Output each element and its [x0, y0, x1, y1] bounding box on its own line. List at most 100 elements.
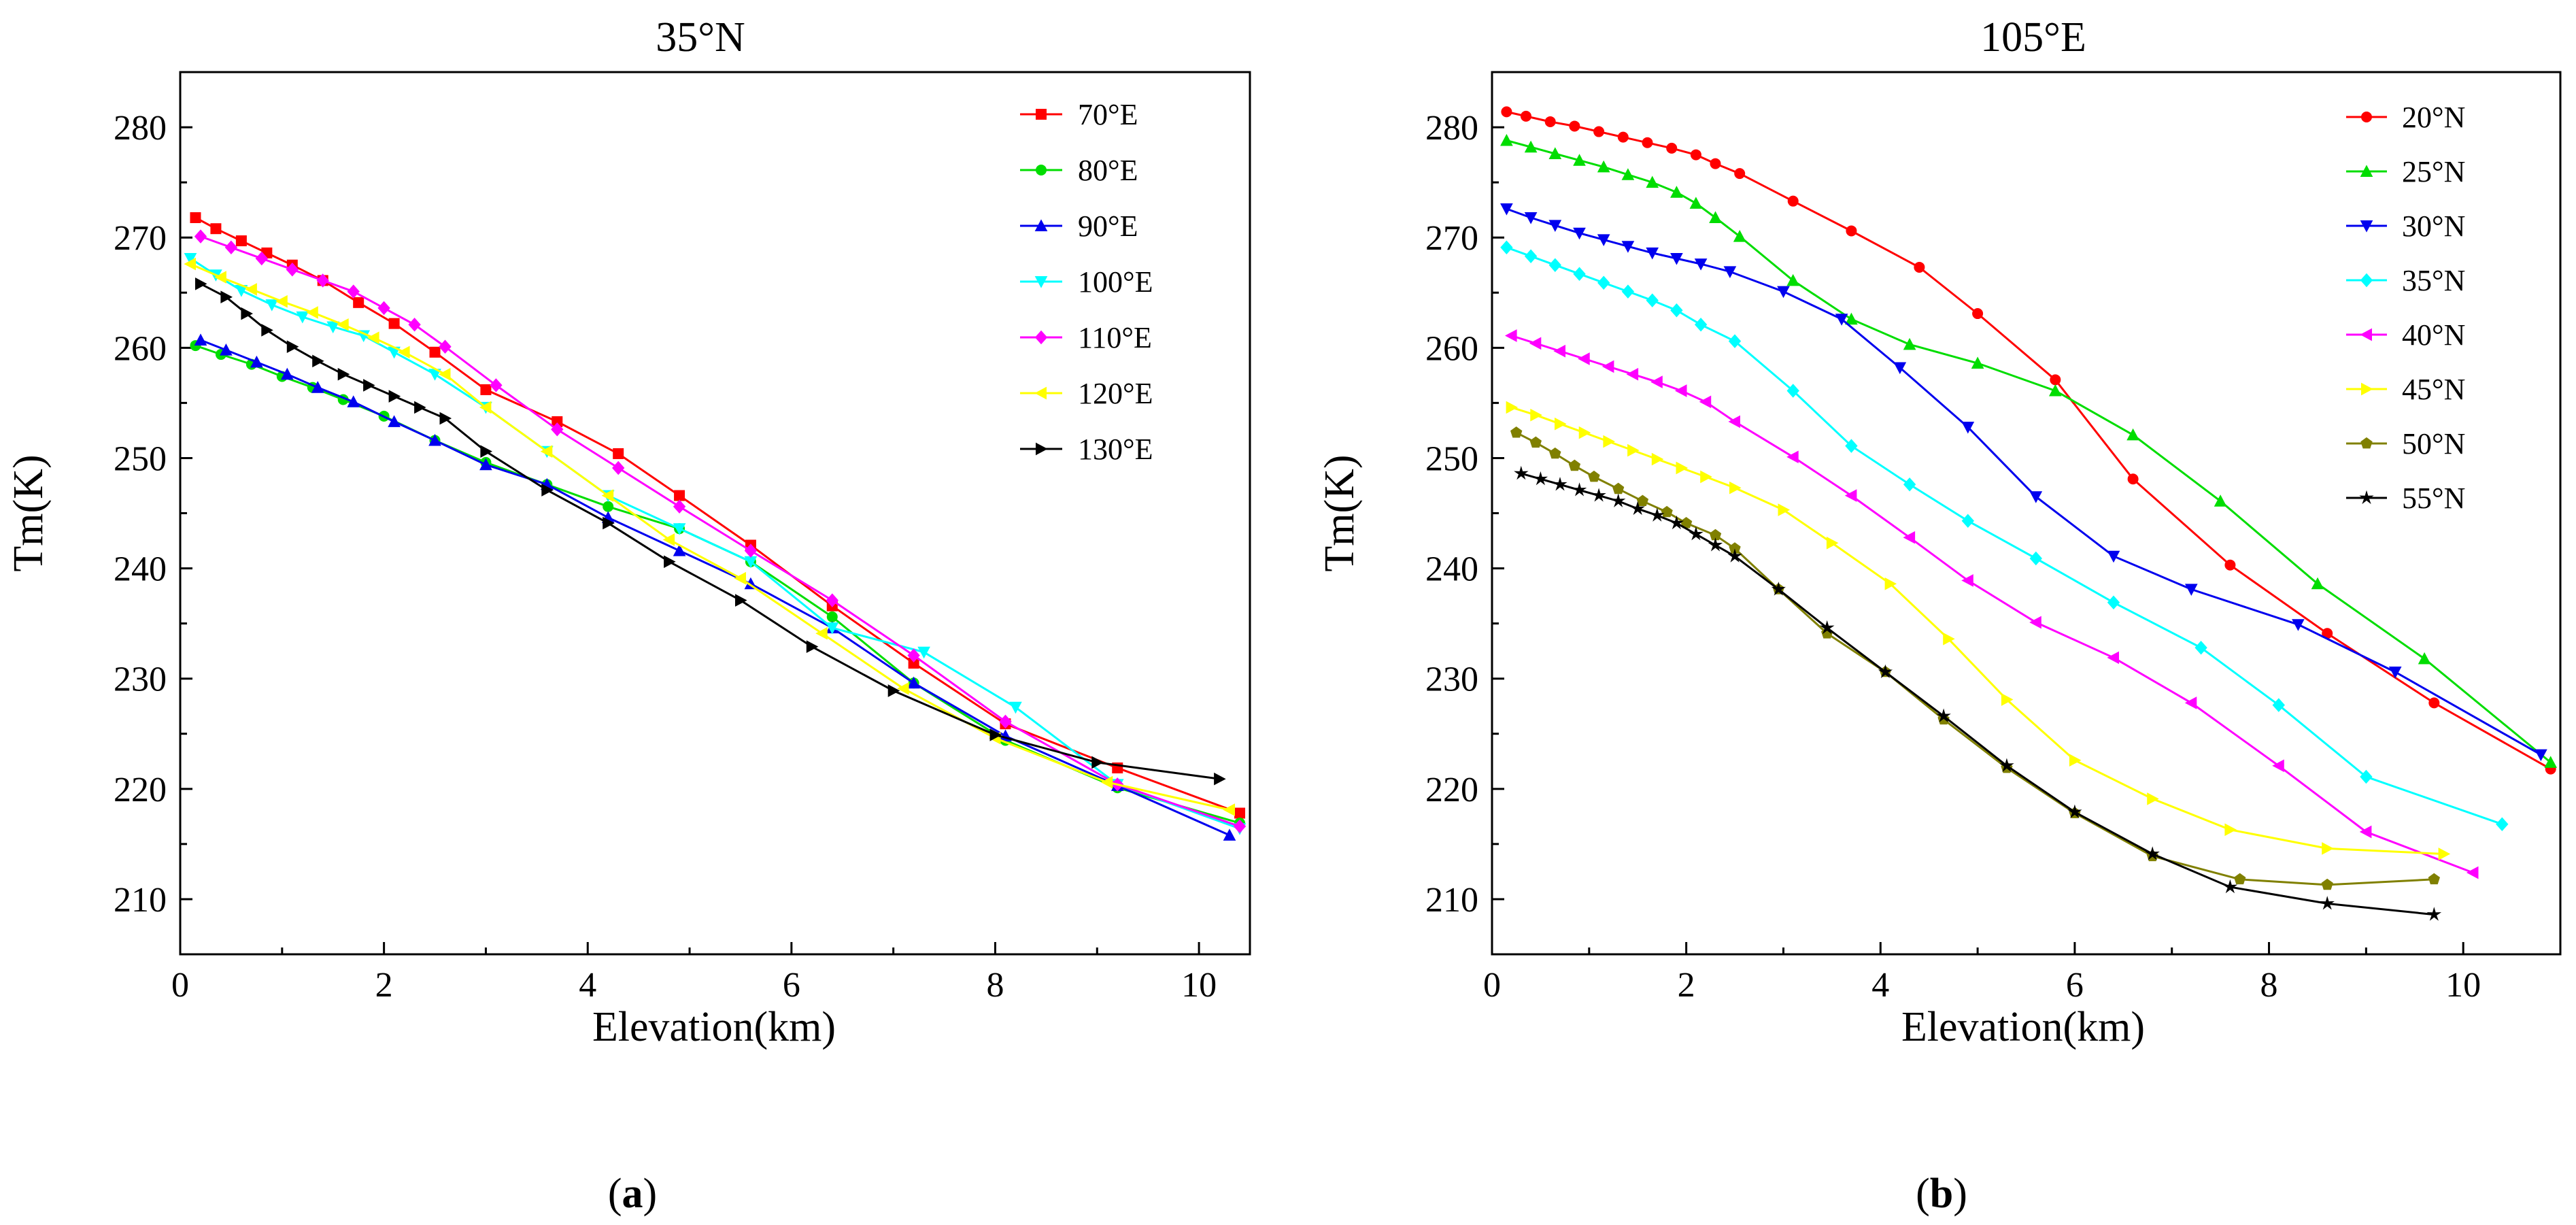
data-point	[1009, 701, 1022, 714]
data-point	[2322, 842, 2334, 855]
x-tick-label: 4	[1871, 966, 1889, 1005]
data-point	[210, 223, 222, 235]
data-point	[1972, 308, 1984, 320]
data-point	[337, 367, 350, 381]
series-line	[1521, 472, 2435, 916]
data-point	[1651, 452, 1664, 466]
caption-letter: b	[1930, 1171, 1953, 1217]
data-point	[540, 445, 553, 458]
legend-label: 130°E	[1078, 433, 1153, 466]
series-20degn	[1501, 106, 2556, 775]
x-tick-label: 6	[2066, 966, 2084, 1005]
data-point	[2107, 595, 2120, 610]
data-point	[1514, 465, 1529, 480]
data-point	[1699, 395, 1712, 409]
data-point	[1612, 482, 1625, 494]
data-point	[1835, 314, 1848, 326]
data-point	[2126, 428, 2139, 441]
data-point	[190, 212, 201, 224]
data-point	[601, 489, 614, 502]
data-point	[1733, 230, 1746, 242]
data-point	[826, 593, 838, 607]
series-line	[1506, 207, 2542, 756]
legend-marker	[2360, 328, 2372, 341]
legend-item-45degn: 45°N	[2346, 373, 2465, 406]
chart-title: 35°N	[656, 14, 745, 61]
data-point	[388, 390, 401, 403]
data-point	[1903, 337, 1916, 350]
data-point	[316, 273, 329, 288]
data-point	[1844, 489, 1857, 502]
data-point	[2428, 697, 2440, 709]
data-point	[1674, 384, 1687, 397]
data-point	[1601, 360, 1614, 373]
data-point	[1548, 258, 1561, 272]
legend-marker	[2360, 165, 2373, 177]
data-point	[1903, 477, 1916, 492]
legend-item-130dege: 130°E	[1020, 433, 1153, 466]
data-point	[662, 533, 675, 546]
data-point	[428, 433, 441, 446]
data-point	[1591, 488, 1606, 502]
data-point	[1700, 470, 1712, 484]
data-point	[1100, 775, 1113, 789]
data-point	[194, 333, 207, 346]
data-point	[2428, 873, 2440, 885]
data-point	[1621, 241, 1635, 253]
x-tick-label: 0	[1483, 966, 1501, 1005]
y-tick-label: 280	[1425, 109, 1478, 148]
data-point	[1524, 140, 1538, 153]
data-point	[1573, 267, 1586, 281]
data-point	[2214, 494, 2227, 507]
data-point	[2359, 825, 2372, 839]
y-tick-label: 250	[114, 439, 167, 478]
data-point	[2069, 754, 2082, 767]
x-axis-label: Elevation(km)	[1901, 1004, 2145, 1050]
data-point	[2426, 907, 2442, 921]
data-point	[1786, 384, 1799, 398]
legend-label: 35°N	[2402, 264, 2465, 297]
data-point	[184, 257, 196, 271]
legend-label: 120°E	[1078, 377, 1153, 410]
legend-item-25degn: 25°N	[2346, 155, 2465, 188]
data-point	[214, 271, 226, 284]
legend-item-30degn: 30°N	[2346, 209, 2465, 243]
legend-marker	[2359, 490, 2374, 505]
data-point	[1771, 582, 1786, 596]
data-point	[1710, 158, 1721, 169]
data-point	[2184, 697, 2197, 709]
data-point	[1661, 505, 1673, 518]
data-point	[541, 484, 554, 497]
data-point	[1999, 758, 2014, 772]
data-point	[1961, 574, 1973, 587]
data-point	[1646, 247, 1659, 260]
data-point	[1650, 375, 1663, 388]
data-point	[917, 646, 930, 659]
data-point	[1893, 362, 1907, 375]
data-point	[1588, 470, 1600, 482]
data-point	[2321, 878, 2333, 890]
caption-open: (	[608, 1171, 622, 1217]
data-point	[1676, 461, 1689, 475]
legend-label: 40°N	[2402, 318, 2465, 352]
plot-frame	[179, 71, 1251, 956]
data-point	[2107, 550, 2120, 563]
data-point	[195, 277, 207, 290]
data-point	[1961, 514, 1974, 528]
data-point	[1914, 261, 1925, 273]
data-point	[1630, 501, 1645, 516]
legend-item-120dege: 120°E	[1020, 377, 1153, 410]
data-point	[1506, 401, 1519, 414]
data-point	[1223, 803, 1235, 816]
data-point	[2107, 651, 2119, 665]
data-point	[674, 490, 685, 501]
y-tick-label: 220	[1425, 771, 1478, 809]
data-point	[2272, 698, 2285, 712]
legend-marker	[1034, 219, 1048, 231]
legend-item-70dege: 70°E	[1020, 98, 1138, 131]
y-tick-label: 260	[1425, 329, 1478, 368]
panel-caption: (b)	[1916, 1171, 1967, 1217]
data-point	[2067, 804, 2082, 818]
legend-item-80dege: 80°E	[1020, 154, 1138, 187]
